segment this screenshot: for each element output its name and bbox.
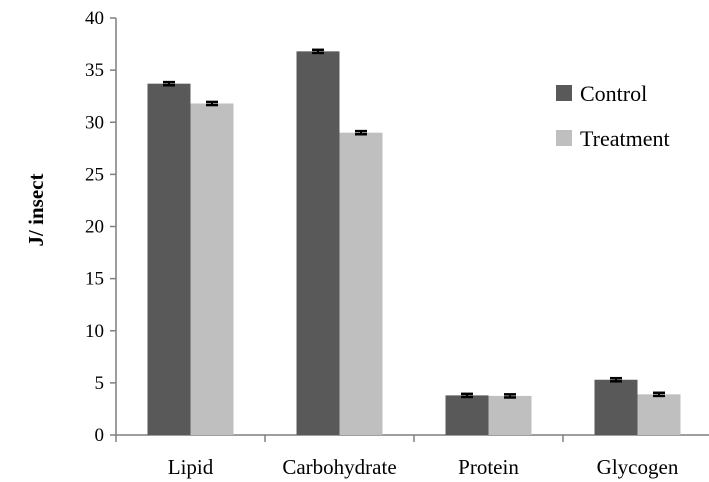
y-axis-label: J/ insect — [24, 174, 48, 247]
y-tick-label: 25 — [85, 164, 104, 185]
bar-control-lipid — [147, 83, 191, 436]
legend-label-control: Control — [580, 81, 647, 106]
bar-treatment-carbohydrate — [339, 132, 383, 436]
y-tick-label: 20 — [85, 217, 104, 238]
y-tick-label: 10 — [85, 321, 104, 342]
bar-treatment-lipid — [190, 103, 234, 436]
y-tick-label: 15 — [85, 269, 104, 290]
x-tick-label: Carbohydrate — [282, 455, 396, 479]
y-axis: 0 5 10 15 20 25 30 35 40 — [85, 8, 117, 446]
y-tick-label: 40 — [85, 8, 104, 29]
x-axis: Lipid Carbohydrate Protein Glycogen — [115, 434, 709, 479]
x-tick-label: Lipid — [168, 455, 214, 479]
y-tick-label: 5 — [95, 373, 105, 394]
legend-label-treatment: Treatment — [580, 126, 670, 151]
bar-control-carbohydrate — [296, 51, 340, 436]
x-tick-label: Protein — [458, 455, 519, 479]
y-tick-label: 30 — [85, 112, 104, 133]
bar-treatment-protein — [488, 395, 532, 435]
bar-treatment-glycogen — [637, 394, 681, 435]
y-tick-label: 0 — [95, 425, 105, 446]
legend-swatch-treatment — [556, 130, 572, 146]
bar-control-glycogen — [594, 379, 638, 435]
x-tick-label: Glycogen — [597, 455, 679, 479]
legend-swatch-control — [556, 85, 572, 101]
legend: Control Treatment — [556, 81, 670, 151]
bars — [147, 48, 681, 436]
y-tick-label: 35 — [85, 60, 104, 81]
bar-control-protein — [445, 395, 489, 435]
